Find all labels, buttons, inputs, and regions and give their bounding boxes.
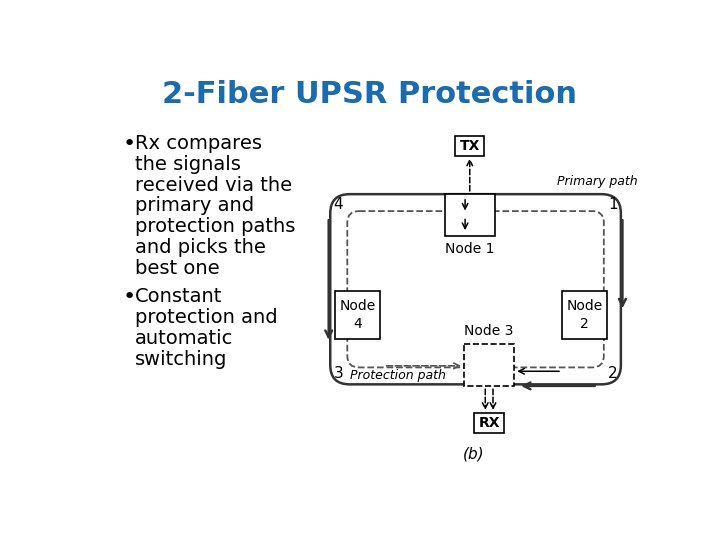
Text: (b): (b) <box>463 447 485 462</box>
Text: •: • <box>122 134 136 154</box>
Text: TX: TX <box>459 139 480 153</box>
Text: 2: 2 <box>608 366 618 381</box>
Text: RX: RX <box>478 416 500 430</box>
Text: •: • <box>122 287 136 307</box>
Text: the signals: the signals <box>135 155 240 174</box>
Text: Node 3: Node 3 <box>464 324 514 338</box>
Text: and picks the: and picks the <box>135 238 266 257</box>
Text: received via the: received via the <box>135 176 292 195</box>
FancyBboxPatch shape <box>464 344 514 386</box>
Text: Node 1: Node 1 <box>445 242 495 256</box>
FancyBboxPatch shape <box>335 291 380 339</box>
Text: 3: 3 <box>333 366 343 381</box>
FancyBboxPatch shape <box>474 413 504 433</box>
Text: 4: 4 <box>333 197 343 212</box>
Text: primary and: primary and <box>135 197 254 215</box>
Text: protection and: protection and <box>135 308 278 327</box>
FancyBboxPatch shape <box>455 136 485 156</box>
FancyBboxPatch shape <box>562 291 607 339</box>
Text: Primary path: Primary path <box>557 175 638 188</box>
Text: protection paths: protection paths <box>135 217 295 237</box>
Text: Constant: Constant <box>135 287 222 306</box>
Text: switching: switching <box>135 350 228 369</box>
Text: 2-Fiber UPSR Protection: 2-Fiber UPSR Protection <box>161 79 577 109</box>
Text: best one: best one <box>135 259 220 278</box>
Text: 1: 1 <box>608 197 618 212</box>
Text: Node
4: Node 4 <box>339 299 376 331</box>
Text: Rx compares: Rx compares <box>135 134 262 153</box>
Text: Protection path: Protection path <box>350 369 446 382</box>
Text: Node
2: Node 2 <box>567 299 603 331</box>
Text: automatic: automatic <box>135 329 233 348</box>
FancyBboxPatch shape <box>444 194 495 236</box>
